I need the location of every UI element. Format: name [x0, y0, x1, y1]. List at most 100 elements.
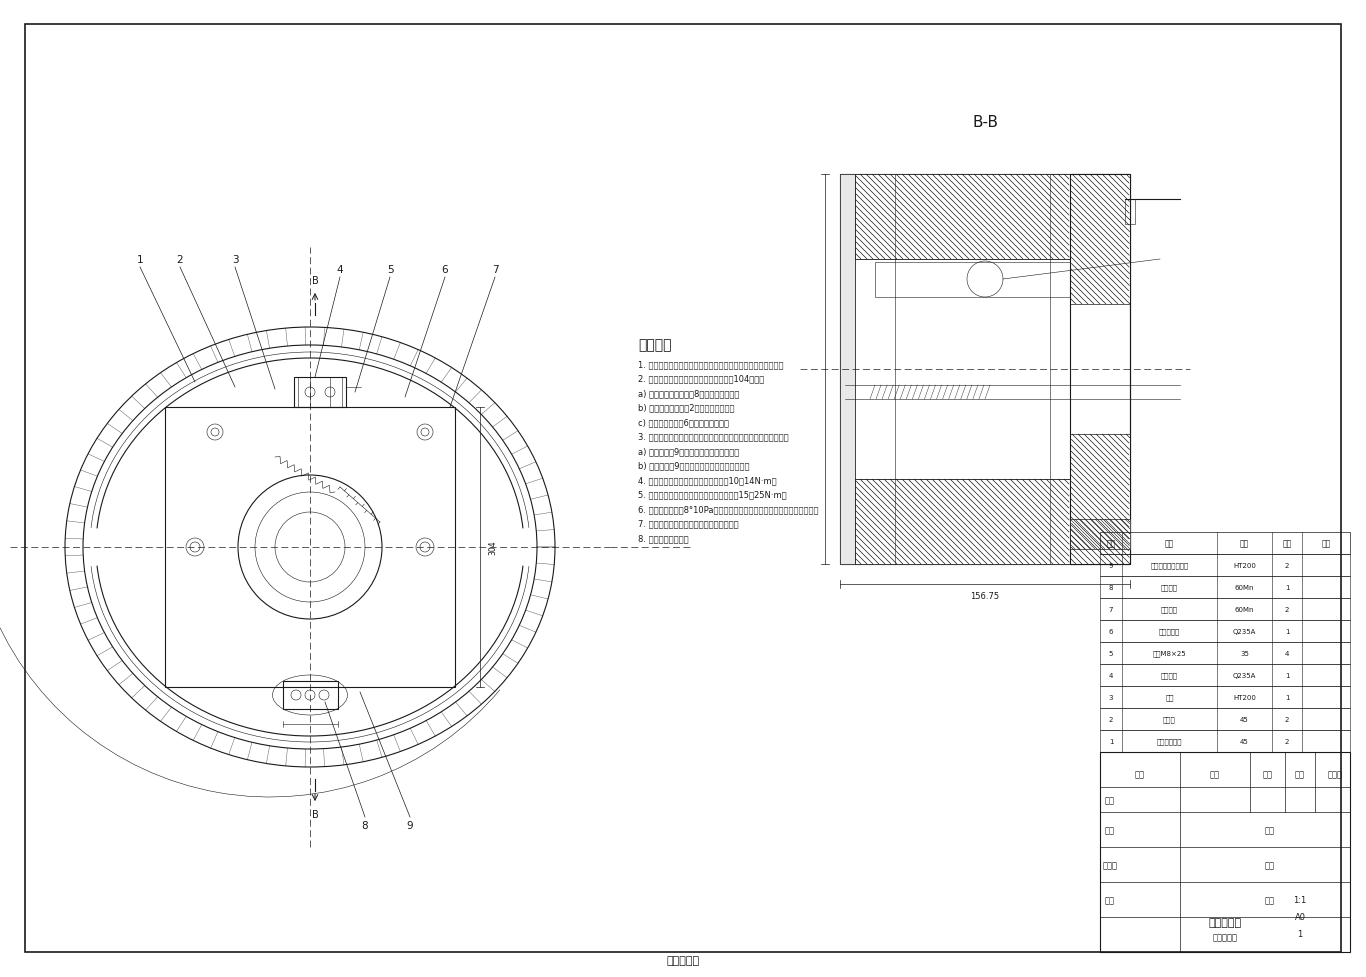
Bar [840, 175, 855, 565]
Bar [1100, 642, 1350, 664]
Text: B: B [311, 276, 318, 285]
Text: HT200: HT200 [1233, 563, 1255, 569]
Bar [1100, 664, 1350, 686]
Bar [1100, 554, 1350, 576]
Text: 文件号: 文件号 [1328, 770, 1343, 779]
Text: 6: 6 [1109, 628, 1113, 634]
Text: 8: 8 [362, 820, 369, 830]
Bar [1070, 175, 1130, 565]
Bar [1070, 435, 1130, 565]
Text: 1: 1 [1285, 628, 1290, 634]
Text: 35: 35 [1240, 651, 1249, 657]
Text: 4: 4 [1285, 651, 1290, 657]
Text: 分区: 分区 [1264, 770, 1273, 779]
Text: B-B: B-B [973, 115, 999, 130]
Text: 156.75: 156.75 [970, 591, 1000, 601]
Text: 轮缸: 轮缸 [1165, 694, 1173, 701]
Bar [1100, 708, 1350, 730]
Bar [1100, 598, 1350, 620]
Bar [1070, 175, 1130, 305]
Text: a) 制动器压簧拉杆（件8）与底板接触处。: a) 制动器压簧拉杆（件8）与底板接触处。 [638, 389, 739, 398]
Text: 60Mn: 60Mn [1235, 584, 1254, 590]
Text: 5: 5 [1109, 651, 1113, 657]
Bar [1070, 520, 1130, 549]
Text: 材料: 材料 [1240, 539, 1249, 548]
Text: 件号: 件号 [1106, 539, 1116, 548]
Text: a) 制动蹄（件9）与底板接触的六凸台处。: a) 制动蹄（件9）与底板接触的六凸台处。 [638, 446, 739, 455]
Text: c) 间隙调整器（件6）与底板接合面。: c) 间隙调整器（件6）与底板接合面。 [638, 417, 729, 427]
Text: 日期: 日期 [1265, 896, 1274, 905]
Bar [855, 175, 1070, 260]
Text: 回位弹簧: 回位弹簧 [1161, 606, 1177, 613]
Text: 2: 2 [1285, 563, 1290, 569]
Text: 制图: 制图 [1105, 795, 1115, 805]
Text: 3. 装配时，下列部位应涂上适量锂基脂润滑脂（不得行换摩擦片）: 3. 装配时，下列部位应涂上适量锂基脂润滑脂（不得行换摩擦片） [638, 432, 788, 441]
Bar [294, 378, 346, 407]
Text: 2. 装配时下列部位应涂上适量密封胶（用104胶）：: 2. 装配时下列部位应涂上适量密封胶（用104胶）： [638, 374, 764, 383]
Text: 审核: 审核 [1105, 826, 1115, 834]
Text: A0: A0 [1295, 913, 1306, 921]
Text: 2: 2 [1285, 716, 1290, 722]
Text: 数量: 数量 [1283, 539, 1292, 548]
Text: 2: 2 [1109, 716, 1113, 722]
Text: 鼓式制动器: 鼓式制动器 [667, 956, 699, 965]
Bar [876, 262, 1070, 297]
Text: 批准: 批准 [1105, 896, 1115, 905]
Text: 4. 固定轮缸的六角头螺栓的拧紧力矩为10～14N·m。: 4. 固定轮缸的六角头螺栓的拧紧力矩为10～14N·m。 [638, 476, 777, 485]
Text: 1:1: 1:1 [1294, 896, 1307, 905]
Text: 8: 8 [1109, 584, 1113, 590]
Text: 45: 45 [1240, 739, 1249, 744]
Text: 9: 9 [1109, 563, 1113, 569]
Bar [1100, 576, 1350, 598]
Text: 2: 2 [1285, 739, 1290, 744]
Text: 制动底板: 制动底板 [1161, 672, 1177, 679]
Bar [840, 175, 1130, 565]
Text: 日期: 日期 [1265, 826, 1274, 834]
Bar [1100, 752, 1350, 952]
Text: 4: 4 [336, 265, 343, 275]
Text: Q235A: Q235A [1232, 672, 1257, 678]
Text: 45: 45 [1240, 716, 1249, 722]
Text: HT200: HT200 [1233, 695, 1255, 701]
Text: 1: 1 [1285, 672, 1290, 678]
Bar [1070, 520, 1130, 549]
Text: b) 制动轮缸缸体（件2）与底板接合面。: b) 制动轮缸缸体（件2）与底板接合面。 [638, 404, 735, 412]
Text: 4: 4 [1109, 672, 1113, 678]
Text: 名称: 名称 [1165, 539, 1175, 548]
Text: 2: 2 [176, 255, 183, 265]
Text: b) 制动蹄（件9）与轮缸及间隙调整器接触处。: b) 制动蹄（件9）与轮缸及间隙调整器接触处。 [638, 461, 750, 470]
Bar [855, 480, 1070, 565]
Text: B: B [311, 809, 318, 819]
Text: 60Mn: 60Mn [1235, 607, 1254, 613]
Bar [165, 407, 455, 687]
Text: 304: 304 [488, 540, 497, 555]
Bar [298, 378, 310, 407]
Text: 5: 5 [387, 265, 393, 275]
Text: 1: 1 [137, 255, 143, 265]
Text: 3: 3 [1109, 695, 1113, 701]
Text: 8. 打上左右件标记。: 8. 打上左右件标记。 [638, 533, 688, 542]
Text: 技术要求: 技术要求 [638, 338, 672, 352]
Text: 1: 1 [1109, 739, 1113, 744]
Text: 7. 检查合格后，在轮缸进油口盖上防尘盖。: 7. 检查合格后，在轮缸进油口盖上防尘盖。 [638, 519, 739, 528]
Text: 拉伸弹簧: 拉伸弹簧 [1161, 584, 1177, 591]
Text: 6: 6 [441, 265, 448, 275]
Text: 标准化: 标准化 [1102, 861, 1117, 870]
Bar [1126, 199, 1135, 225]
Bar [1100, 686, 1350, 708]
Text: 7: 7 [492, 265, 499, 275]
Text: 螺栓M8×25: 螺栓M8×25 [1153, 650, 1186, 657]
Text: 标记: 标记 [1135, 770, 1145, 779]
Text: 3: 3 [232, 255, 238, 265]
Text: 6. 安装完毕后，用8°10Pa液压进行密封性试验，不得有渗漏和异音现象。: 6. 安装完毕后，用8°10Pa液压进行密封性试验，不得有渗漏和异音现象。 [638, 504, 818, 514]
Bar [1100, 620, 1350, 642]
Text: 处数: 处数 [1210, 770, 1220, 779]
Text: 备注: 备注 [1321, 539, 1330, 548]
Text: 间隙调整器: 间隙调整器 [1158, 628, 1180, 635]
Text: 2: 2 [1285, 607, 1290, 613]
Text: Q235A: Q235A [1232, 628, 1257, 634]
Text: 1. 装配时应保持零部件清洁，严禁摩擦片受到涂料和油脂污染。: 1. 装配时应保持零部件清洁，严禁摩擦片受到涂料和油脂污染。 [638, 360, 784, 368]
Text: 鼓式制动器: 鼓式制动器 [1213, 932, 1238, 942]
Text: 1: 1 [1298, 929, 1303, 939]
Text: 制动蹄支撑销: 制动蹄支撑销 [1157, 738, 1182, 744]
